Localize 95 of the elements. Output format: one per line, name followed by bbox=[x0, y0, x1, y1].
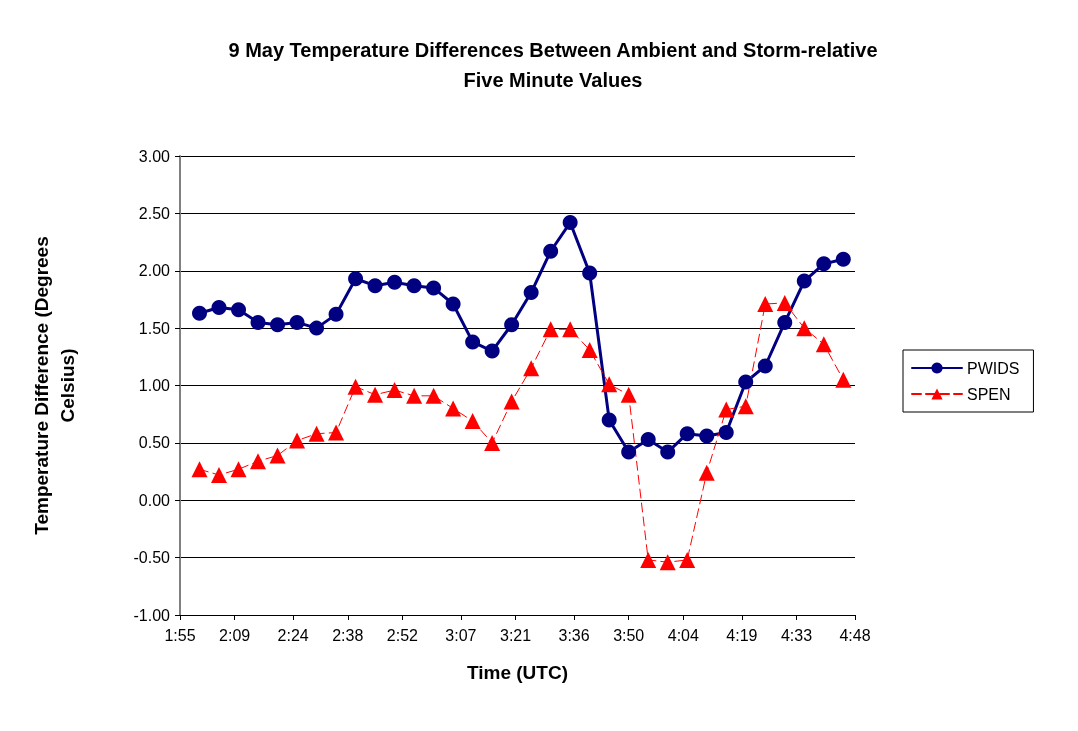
point bbox=[504, 317, 520, 333]
point bbox=[679, 551, 696, 568]
point bbox=[406, 387, 423, 404]
point bbox=[621, 444, 637, 460]
point bbox=[230, 461, 247, 478]
y-tick-label: 0.00 bbox=[138, 491, 171, 509]
point bbox=[757, 358, 773, 374]
point bbox=[445, 296, 461, 312]
y-tick-label: 0.50 bbox=[138, 434, 171, 452]
y-tick-label: 2.50 bbox=[138, 204, 171, 222]
chart-title: 9 May Temperature Differences Between Ambient and Storm-relative Five Minute Values bbox=[228, 39, 878, 91]
y-tick-label: 1.00 bbox=[138, 377, 171, 394]
x-tick-label: 2:52 bbox=[386, 626, 419, 644]
x-tick-label: 3:21 bbox=[499, 626, 532, 644]
point bbox=[659, 554, 676, 571]
point bbox=[718, 401, 735, 418]
point bbox=[718, 425, 734, 441]
point bbox=[582, 265, 598, 281]
point bbox=[640, 431, 656, 447]
x-tick-label: 3:36 bbox=[558, 626, 590, 644]
point bbox=[289, 432, 306, 449]
point bbox=[640, 551, 657, 568]
point bbox=[192, 305, 207, 321]
legend-label: PWIDS bbox=[967, 359, 1020, 377]
point bbox=[308, 425, 325, 442]
point bbox=[484, 434, 501, 451]
point bbox=[776, 294, 793, 311]
point bbox=[816, 256, 832, 272]
x-tick-label: 4:04 bbox=[667, 626, 699, 644]
point bbox=[465, 334, 481, 350]
point bbox=[679, 426, 695, 442]
point bbox=[406, 278, 422, 294]
point bbox=[503, 393, 520, 410]
point bbox=[796, 320, 813, 337]
point bbox=[757, 296, 774, 313]
point bbox=[581, 341, 598, 358]
point bbox=[367, 278, 383, 294]
point bbox=[348, 271, 364, 287]
point bbox=[191, 461, 208, 478]
y-tick-label: 3.00 bbox=[138, 147, 171, 165]
y-tick-label: 1.50 bbox=[138, 319, 171, 337]
point bbox=[737, 398, 754, 415]
y-tick-label: -0.50 bbox=[133, 549, 171, 567]
point bbox=[777, 314, 793, 330]
x-tick-label: 3:07 bbox=[445, 626, 477, 644]
point bbox=[231, 302, 247, 318]
point bbox=[620, 386, 637, 403]
x-tick-label: 2:09 bbox=[219, 626, 251, 644]
x-tick-label: 4:48 bbox=[839, 626, 871, 644]
point bbox=[211, 299, 227, 315]
point bbox=[835, 371, 852, 388]
point bbox=[328, 306, 344, 322]
point bbox=[542, 321, 559, 338]
point bbox=[543, 243, 559, 259]
point bbox=[484, 343, 500, 359]
point bbox=[328, 424, 345, 441]
point bbox=[562, 215, 578, 231]
point bbox=[250, 314, 266, 330]
x-tick-label: 4:33 bbox=[780, 626, 813, 644]
point bbox=[445, 400, 462, 417]
point bbox=[309, 320, 325, 336]
point bbox=[562, 321, 579, 338]
point bbox=[289, 314, 305, 330]
point bbox=[270, 317, 286, 333]
point bbox=[815, 336, 832, 353]
point bbox=[523, 360, 540, 377]
y-tick-label: 2.00 bbox=[138, 262, 171, 280]
x-tick-label: 2:24 bbox=[277, 626, 309, 644]
point bbox=[796, 273, 812, 289]
point bbox=[387, 274, 403, 290]
point bbox=[523, 285, 539, 301]
point bbox=[426, 280, 442, 296]
x-tick-label: 3:50 bbox=[613, 626, 645, 644]
legend-label: SPEN bbox=[967, 385, 1011, 403]
point bbox=[250, 453, 267, 470]
y-tick-label: -1.00 bbox=[133, 606, 171, 624]
point bbox=[601, 376, 618, 393]
point bbox=[269, 447, 286, 464]
point bbox=[367, 386, 384, 403]
point bbox=[699, 428, 715, 444]
point bbox=[835, 251, 851, 267]
point bbox=[347, 378, 364, 395]
point bbox=[386, 382, 403, 399]
point bbox=[211, 467, 227, 484]
point bbox=[738, 374, 754, 390]
x-tick-label: 1:55 bbox=[164, 626, 196, 644]
point bbox=[698, 464, 715, 481]
y-axis-title: Temperature Difference (Degrees Celsius) bbox=[30, 236, 78, 535]
x-tick-label: 4:19 bbox=[726, 626, 758, 644]
x-axis-title: Time (UTC) bbox=[467, 662, 568, 683]
point bbox=[660, 444, 676, 460]
point bbox=[425, 387, 442, 404]
x-tick-label: 2:38 bbox=[332, 626, 364, 644]
point bbox=[464, 413, 481, 430]
point bbox=[601, 412, 617, 428]
